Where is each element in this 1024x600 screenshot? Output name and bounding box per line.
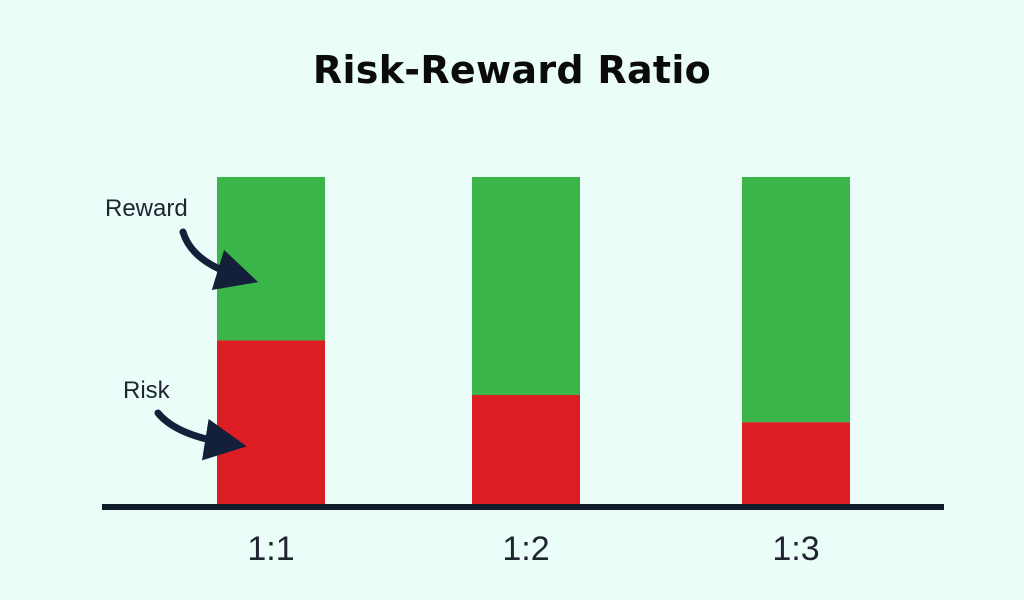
- x-tick-label: 1:3: [772, 530, 819, 568]
- bar-risk-3: [742, 422, 850, 504]
- annotation-risk-arrow: [154, 409, 247, 461]
- x-tick-label: 1:2: [502, 530, 549, 568]
- x-tick-labels: 1:1 1:2 1:3: [247, 530, 819, 568]
- bar-reward-1: [217, 177, 325, 341]
- x-tick-label: 1:1: [247, 530, 294, 568]
- annotations-group: Reward Risk: [105, 195, 259, 461]
- bars-group: [217, 177, 850, 504]
- annotation-risk-label: Risk: [123, 377, 171, 404]
- bar-reward-3: [742, 177, 850, 423]
- annotation-reward-label: Reward: [105, 195, 188, 222]
- annotation-reward-arrow: [179, 228, 259, 290]
- chart-title: Risk-Reward Ratio: [312, 48, 712, 92]
- bar-risk-2: [472, 395, 580, 504]
- bar-risk-1: [217, 340, 325, 504]
- bar-reward-2: [472, 177, 580, 395]
